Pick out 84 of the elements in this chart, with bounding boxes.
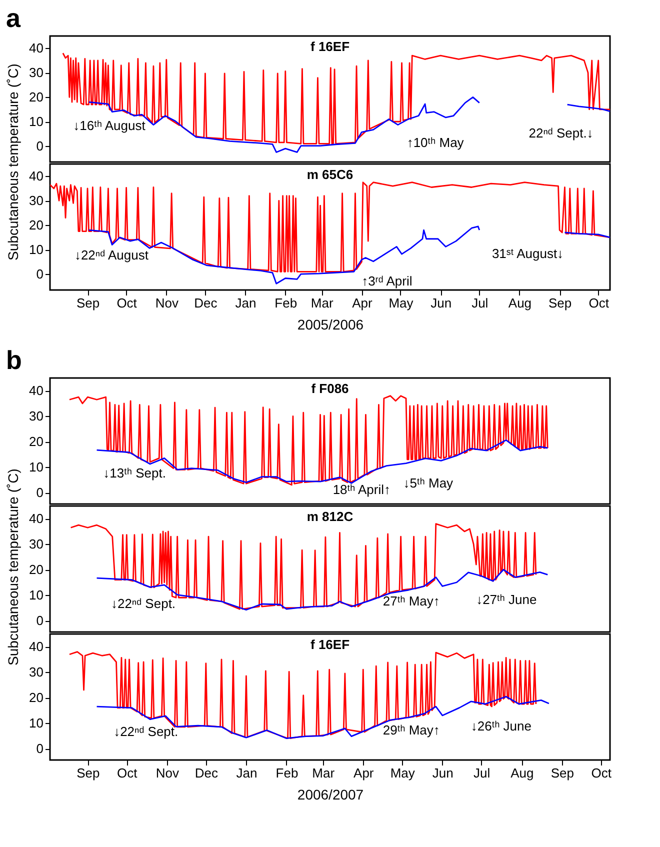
x-tick-label: Oct [588,296,610,310]
y-tick-label: 20 [29,90,44,105]
x-tick-label: Jul [474,766,490,780]
y-tick-label: 0 [36,138,44,154]
annotation: 18ᵗʰ April↑ [332,482,391,497]
x-tick-label: Oct [591,766,612,780]
chart-title: f F086 [311,381,349,396]
x-tick-label: Feb [274,296,298,310]
x-tick-label: Oct [116,296,138,310]
annotation: 22ⁿᵈ Sept.↓ [528,125,594,140]
y-axis-title: Subcutaneous temperature (˚C) [5,64,21,260]
chart-title: f 16EF [310,39,350,54]
y-tick-label: 0 [36,741,44,756]
x-tick-label: Nov [156,766,180,780]
x-tick-label: May [390,766,416,780]
x-tick-label: Dec [194,766,218,780]
x-tick-label: Sep [550,766,574,780]
text: b [6,345,22,375]
x-tick-label: Jul [472,296,488,310]
x-tick-label: Apr [354,766,374,780]
annotation: ↓5ᵗʰ May [403,475,454,490]
annotation: ↓13ᵗʰ Sept. [103,465,166,480]
x-tick-label: Jun [432,766,454,780]
y-tick-label: 10 [29,588,44,603]
annotation: ↓22ⁿᵈ August [74,247,149,262]
annotation: 27ᵗʰ May↑ [382,593,440,608]
y-tick-label: 10 [29,716,44,731]
annotation: ↑3ʳᵈ April [362,274,412,289]
y-tick-label: 20 [29,690,44,706]
annotation: ↓27ᵗʰ June [476,592,537,607]
y-tick-label: 10 [29,114,44,130]
chart-title: m 65C6 [306,167,354,182]
y-tick-label: 30 [29,193,44,208]
y-tick-label: 30 [29,408,44,424]
x-tick-label: Sep [76,766,100,780]
x-tick-label: Jan [236,766,258,780]
annotation: ↑10ᵗʰ May [406,135,464,150]
x-tick-label: Jan [235,296,256,310]
x-axis-title: 2006/2007 [297,786,364,802]
y-axis-title: Subcutaneous temperature (˚C) [5,468,21,666]
y-tick-label: 40 [29,639,44,654]
x-tick-label: Sep [76,296,100,310]
line-series [68,651,537,740]
line-series [96,568,548,611]
annotation: 31ˢᵗ August↓ [492,246,564,262]
y-tick-label: 10 [29,460,44,475]
annotation: ↓16ᵗʰ August [73,118,146,134]
x-axis-title: 2005/2006 [297,316,364,332]
y-tick-label: 30 [29,536,44,552]
x-tick-label: May [388,296,414,310]
y-tick-label: 40 [29,383,44,398]
y-tick-label: 0 [36,485,44,500]
x-tick-label: Oct [117,766,138,780]
line-series [70,523,537,610]
text: a [6,3,21,33]
chart-title: m 812C [306,509,354,524]
y-tick-label: 10 [29,242,44,258]
chart-title: f 16EF [310,637,350,652]
y-tick-label: 40 [29,168,44,184]
y-tick-label: 30 [29,65,44,80]
y-tick-label: 0 [36,613,44,628]
y-tick-label: 20 [29,218,44,233]
line-series [50,182,610,272]
y-tick-label: 40 [29,511,44,526]
y-tick-label: 20 [29,562,44,578]
x-tick-label: Aug [508,296,532,310]
annotation: ↓22ⁿᵈ Sept. [114,724,178,739]
y-tick-label: 40 [29,40,44,56]
x-tick-label: Mar [312,766,336,780]
x-tick-label: Aug [510,766,534,780]
annotation: ↓26ᵗʰ June [470,718,532,734]
x-tick-label: Apr [352,296,373,310]
x-tick-label: Mar [310,296,334,310]
annotation: 29ᵗʰ May↑ [382,722,440,738]
annotation: ↓22ⁿᵈ Sept. [110,596,176,611]
y-tick-label: 30 [29,664,44,680]
x-tick-label: Sep [548,296,572,310]
x-tick-label: Nov [155,296,179,310]
x-tick-label: Dec [194,296,218,310]
y-tick-label: 20 [29,434,44,450]
x-tick-label: Jun [430,296,452,310]
line-series [96,696,550,740]
y-tick-label: 0 [36,266,44,282]
x-tick-label: Feb [276,766,298,780]
